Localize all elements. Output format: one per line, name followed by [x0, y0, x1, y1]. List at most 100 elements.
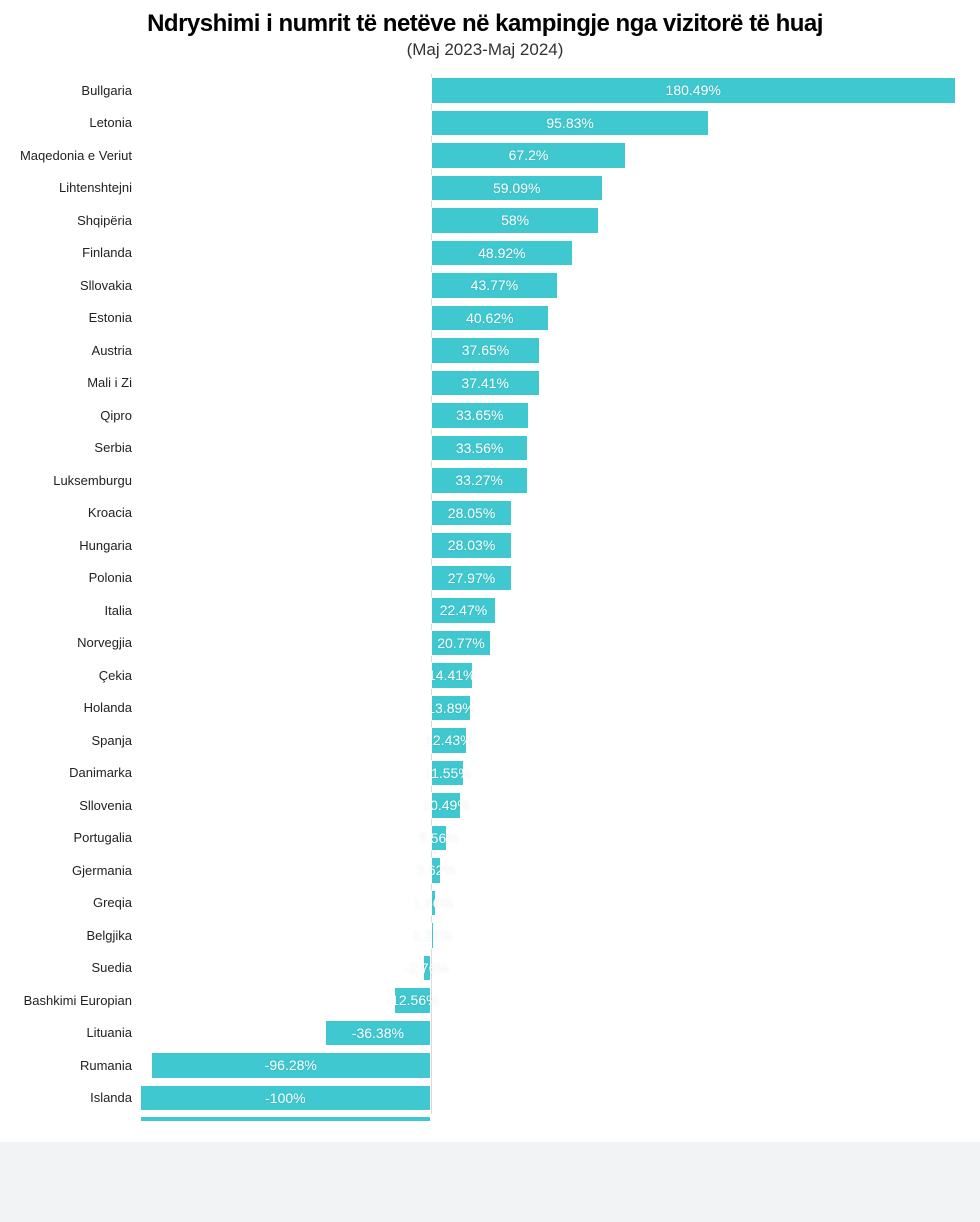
bar-value-label: 95.83% — [546, 115, 593, 131]
y-axis-label: Finlanda — [10, 245, 140, 260]
bar-value-label: 28.05% — [448, 505, 495, 521]
zero-axis — [431, 1017, 432, 1050]
bar-value-label: 59.09% — [493, 180, 540, 196]
y-axis-label: Maqedonia e Veriut — [10, 148, 140, 163]
chart-row: Austria37.65% — [10, 334, 960, 367]
bar-value-label: 27.97% — [448, 570, 495, 586]
bar-value-label: 40.62% — [466, 310, 513, 326]
plot-area: -36.38% — [140, 1017, 960, 1050]
y-axis-label: Lihtenshtejni — [10, 180, 140, 195]
y-axis-label: Estonia — [10, 310, 140, 325]
y-axis-label: Luksemburgu — [10, 473, 140, 488]
y-axis-label: Norvegjia — [10, 635, 140, 650]
plot-area: 33.65% — [140, 399, 960, 432]
chart-row: Gjermania3.62% — [10, 854, 960, 887]
plot-area: 58% — [140, 204, 960, 237]
plot-area: 33.56% — [140, 432, 960, 465]
plot-area: 27.97% — [140, 562, 960, 595]
bar-value-label: 14.41% — [428, 667, 475, 683]
chart-row: Finlanda 48.92% — [10, 237, 960, 270]
y-axis-label: Lituania — [10, 1025, 140, 1040]
chart-row: Sllovenia10.49% — [10, 789, 960, 822]
plot-area: 1.26% — [140, 919, 960, 952]
plot-area: 48.92% — [140, 237, 960, 270]
y-axis-label: Belgjika — [10, 928, 140, 943]
y-axis-label: Shqipëria — [10, 213, 140, 228]
y-axis-label: Greqia — [10, 895, 140, 910]
plot-area: 28.05% — [140, 497, 960, 530]
chart-row: Letonia 95.83% — [10, 107, 960, 140]
plot-area: 12.43% — [140, 724, 960, 757]
y-axis-label: Serbia — [10, 440, 140, 455]
chart-row: Portugalia5.56% — [10, 822, 960, 855]
plot-area: 10.49% — [140, 789, 960, 822]
footer-band — [0, 1142, 980, 1222]
bar-value-label: 28.03% — [448, 537, 495, 553]
y-axis-label: Rumania — [10, 1058, 140, 1073]
plot-area: 14.41% — [140, 659, 960, 692]
bar-value-label: 11.55% — [424, 765, 470, 781]
chart-row: Italia 22.47% — [10, 594, 960, 627]
chart-row-cutoff — [10, 1114, 960, 1122]
chart-row: Luksemburgu 33.27% — [10, 464, 960, 497]
y-axis-label: Hungaria — [10, 538, 140, 553]
plot-area: 22.47% — [140, 594, 960, 627]
plot-area: 180.49% — [140, 74, 960, 107]
plot-area: -100% — [140, 1082, 960, 1115]
chart-row: Shqipëria 58% — [10, 204, 960, 237]
plot-area: -12.56% — [140, 984, 960, 1017]
y-axis-label: Qipro — [10, 408, 140, 423]
chart-row: Bullgaria 180.49% — [10, 74, 960, 107]
y-axis-label: Bullgaria — [10, 83, 140, 98]
y-axis-label: Mali i Zi — [10, 375, 140, 390]
plot-area: 59.09% — [140, 172, 960, 205]
bar-value-label: -96.28% — [265, 1057, 317, 1073]
plot-area: -96.28% — [140, 1049, 960, 1082]
chart-row: Maqedonia e Veriut67.2% — [10, 139, 960, 172]
y-axis-label: Holanda — [10, 700, 140, 715]
bar-value-label: 33.27% — [455, 472, 502, 488]
bar-value-label: 13.89% — [427, 700, 474, 716]
bar-value-label: 1.66% — [413, 895, 453, 911]
chart-row: Lihtenshtejni 59.09% — [10, 172, 960, 205]
plot-area — [140, 1114, 960, 1122]
chart-row: Polonia 27.97% — [10, 562, 960, 595]
y-axis-label: Polonia — [10, 570, 140, 585]
bar-value-label: 5.56% — [419, 830, 459, 846]
zero-axis — [431, 1049, 432, 1082]
bar-value-label: -12.56% — [386, 992, 438, 1008]
bar-value-label: -100% — [265, 1090, 305, 1106]
chart-row: Bashkimi Europian -12.56% — [10, 984, 960, 1017]
y-axis-label: Austria — [10, 343, 140, 358]
bar-value-label: 22.47% — [440, 602, 487, 618]
chart-container: Ndryshimi i numrit të netëve në kampingj… — [0, 0, 980, 1142]
plot-area: 5.56% — [140, 822, 960, 855]
plot-area: 13.89% — [140, 692, 960, 725]
chart-row: Qipro33.65% — [10, 399, 960, 432]
y-axis-label: Letonia — [10, 115, 140, 130]
bar-value-label: 10.49% — [422, 797, 469, 813]
bar-value-label: 48.92% — [478, 245, 525, 261]
plot-area: 28.03% — [140, 529, 960, 562]
bar-value-label: -36.38% — [352, 1025, 404, 1041]
chart-row: Hungaria 28.03% — [10, 529, 960, 562]
plot-area: 3.62% — [140, 854, 960, 887]
plot-area: 33.27% — [140, 464, 960, 497]
y-axis-label: Danimarka — [10, 765, 140, 780]
chart-row: Holanda 13.89% — [10, 692, 960, 725]
chart-row: Danimarka 11.55% — [10, 757, 960, 790]
y-axis-label: Bashkimi Europian — [10, 993, 140, 1008]
y-axis-label: Gjermania — [10, 863, 140, 878]
chart-row: Belgjika1.26% — [10, 919, 960, 952]
chart-row: Spanja12.43% — [10, 724, 960, 757]
bar-value-label: -2.76% — [405, 960, 449, 976]
chart-row: Rumania -96.28% — [10, 1049, 960, 1082]
chart-row: Greqia 1.66% — [10, 887, 960, 920]
plot-area: 67.2% — [140, 139, 960, 172]
plot-area: 37.65% — [140, 334, 960, 367]
bar-value-label: 58% — [501, 212, 529, 228]
bar-value-label: 20.77% — [437, 635, 484, 651]
y-axis-label: Italia — [10, 603, 140, 618]
y-axis-label: Çekia — [10, 668, 140, 683]
bar-value-label: 180.49% — [666, 82, 721, 98]
